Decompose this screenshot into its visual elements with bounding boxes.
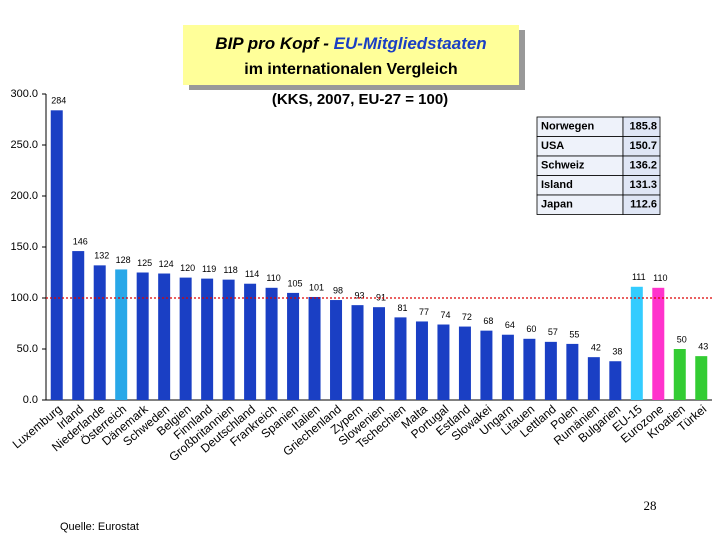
- value-label: 50: [677, 334, 687, 344]
- value-label: 132: [94, 251, 109, 261]
- y-tick-label: 150.0: [10, 241, 38, 253]
- table-value: 136.2: [629, 160, 657, 172]
- y-tick-label: 250.0: [10, 139, 38, 151]
- value-label: 98: [333, 285, 343, 295]
- value-label: 128: [116, 255, 131, 265]
- table-cell: [622, 194, 661, 215]
- chart-subtitle: (KKS, 2007, EU-27 = 100): [272, 91, 448, 108]
- value-label: 124: [159, 259, 174, 269]
- chart-title-line: BIP pro Kopf - EU-Mitgliedstaaten: [215, 34, 486, 53]
- bar: [287, 292, 300, 400]
- bar: [330, 300, 343, 400]
- value-label: 74: [440, 310, 450, 320]
- bar: [544, 341, 557, 400]
- value-label: 57: [548, 327, 558, 337]
- bar: [480, 330, 493, 400]
- table-value: 131.3: [629, 179, 657, 191]
- bar: [587, 357, 600, 400]
- page-number: 28: [644, 498, 657, 513]
- value-label: 118: [223, 265, 237, 275]
- value-label: 55: [569, 329, 579, 339]
- value-label: 43: [698, 342, 708, 352]
- bar: [222, 279, 235, 400]
- value-label: 60: [526, 324, 536, 334]
- table-country: Norwegen: [541, 121, 594, 133]
- bar: [179, 277, 192, 400]
- table-value: 112.6: [630, 199, 657, 211]
- source: Quelle: Eurostat: [60, 521, 139, 533]
- value-label: 42: [591, 343, 601, 353]
- y-tick-label: 300.0: [10, 88, 38, 100]
- chart-title-highlight: EU-Mitgliedstaaten: [334, 34, 487, 53]
- bar: [630, 286, 643, 400]
- value-label: 110: [266, 273, 280, 283]
- value-label: 38: [612, 347, 622, 357]
- bar: [351, 305, 364, 400]
- bar: [673, 349, 686, 400]
- value-label: 146: [73, 236, 88, 246]
- bar: [394, 317, 407, 400]
- bar: [244, 283, 257, 400]
- value-label: 93: [355, 291, 365, 301]
- value-label: 91: [376, 293, 386, 303]
- bar: [72, 251, 85, 400]
- value-label: 81: [397, 303, 407, 313]
- value-label: 72: [462, 312, 472, 322]
- chart-title: BIP pro Kopf -: [215, 34, 329, 53]
- chart-title-line2: im internationalen Vergleich: [244, 61, 457, 78]
- value-label: 111: [632, 272, 646, 282]
- value-label: 120: [180, 263, 195, 273]
- bar: [308, 296, 321, 400]
- value-label: 110: [653, 273, 667, 283]
- value-label: 68: [483, 316, 493, 326]
- value-label: 64: [505, 320, 515, 330]
- bar: [652, 287, 665, 400]
- bar: [136, 272, 149, 400]
- value-label: 105: [288, 278, 303, 288]
- bar: [501, 334, 514, 400]
- value-label: 125: [137, 258, 152, 268]
- bar: [50, 110, 63, 400]
- value-label: 284: [51, 96, 66, 106]
- y-tick-label: 0.0: [23, 394, 38, 406]
- table-value: 150.7: [629, 140, 657, 152]
- y-tick-label: 50.0: [17, 343, 38, 355]
- bar: [609, 361, 622, 400]
- value-label: 77: [419, 307, 429, 317]
- title-box: [183, 25, 519, 85]
- y-tick-label: 200.0: [10, 190, 38, 202]
- bar: [115, 269, 128, 400]
- bar: [458, 326, 471, 400]
- value-label: 101: [309, 282, 324, 292]
- bar: [566, 343, 579, 400]
- bar: [695, 356, 708, 400]
- table-country: Japan: [541, 199, 573, 211]
- table-country: Schweiz: [541, 160, 585, 172]
- bar: [201, 278, 214, 400]
- bar: [437, 324, 450, 400]
- value-label: 119: [202, 264, 216, 274]
- value-label: 114: [245, 269, 259, 279]
- bar: [265, 287, 278, 400]
- bar: [93, 265, 106, 400]
- bar: [373, 307, 385, 400]
- bar: [158, 273, 171, 400]
- table-country: USA: [541, 140, 564, 152]
- table-value: 185.8: [629, 121, 657, 133]
- bar: [415, 321, 428, 400]
- table-country: Island: [541, 179, 573, 191]
- y-tick-label: 100.0: [10, 292, 38, 304]
- bar: [523, 338, 536, 400]
